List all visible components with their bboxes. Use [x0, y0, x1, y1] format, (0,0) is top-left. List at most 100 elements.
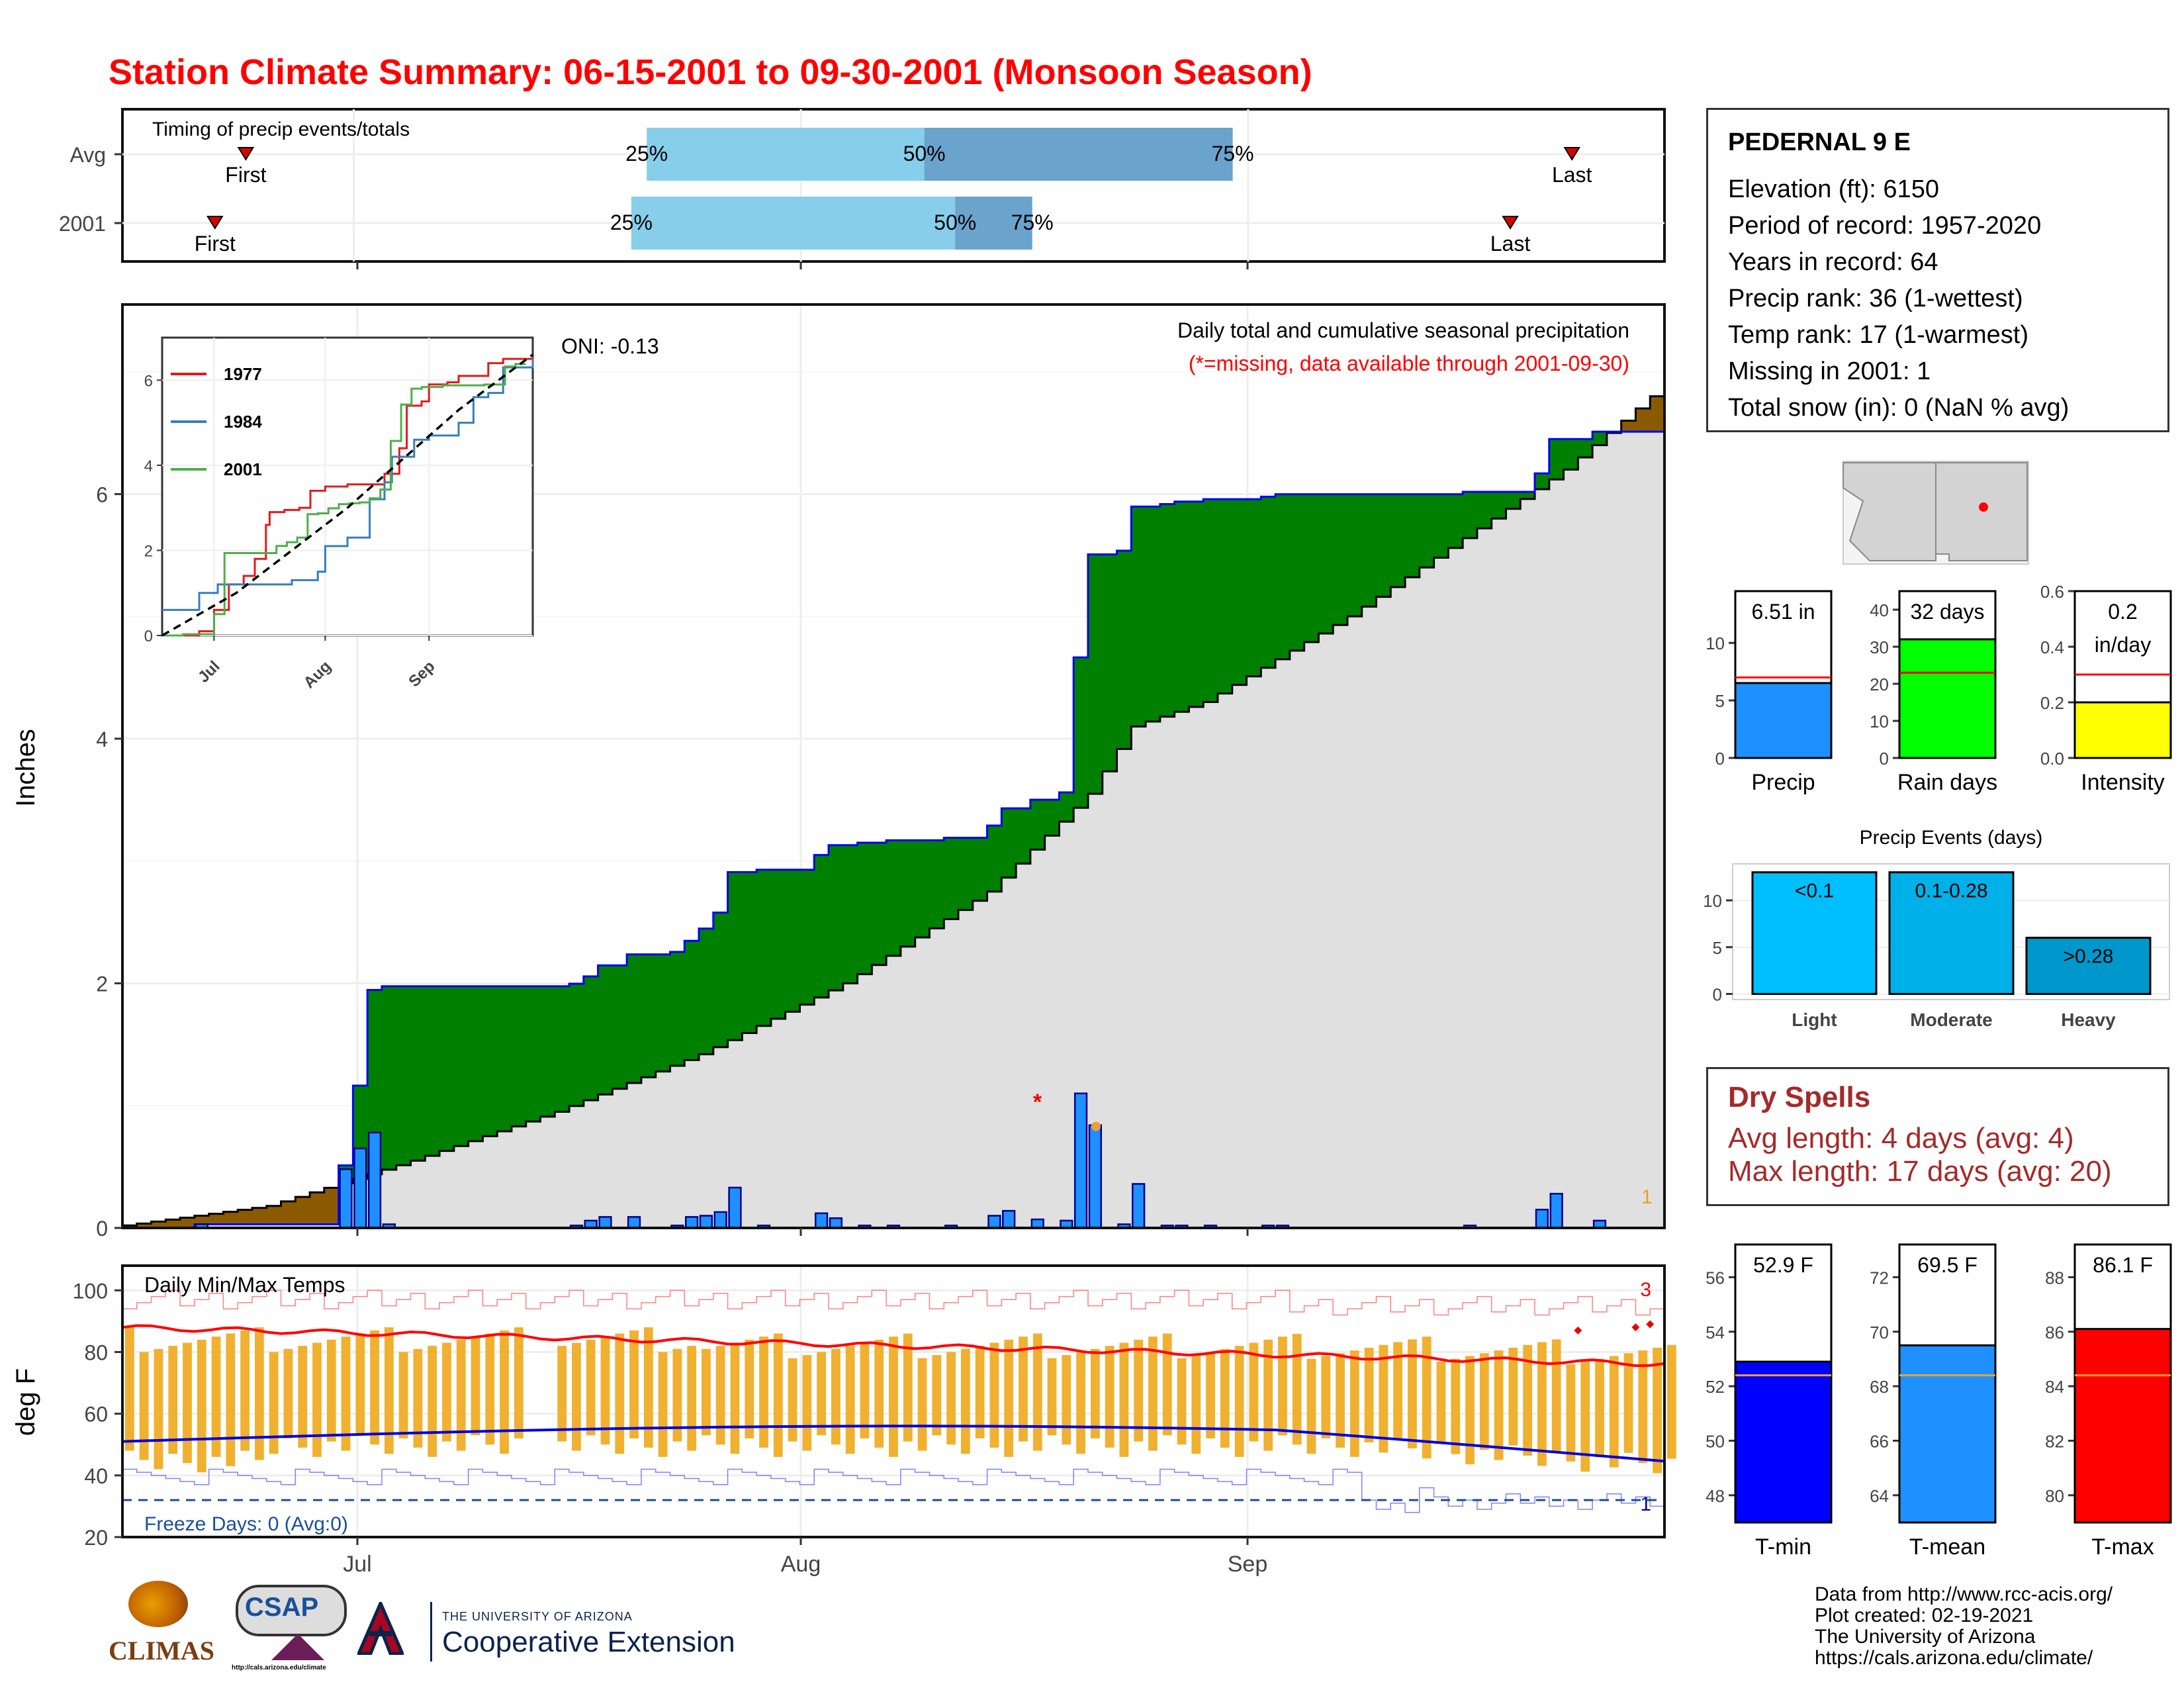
daily-temp-bar: [586, 1339, 596, 1436]
csap-url: http://cals.arizona.edu/climate: [232, 1664, 326, 1671]
inset-line-1977: [162, 356, 534, 637]
above-avg-area: [525, 986, 541, 1122]
daily-temp-bar: [1349, 1350, 1359, 1457]
daily-temp-bar: [283, 1348, 293, 1438]
intensity-mini-ytick-label: 0.0: [2040, 749, 2064, 769]
daily-temp-bar: [1566, 1364, 1576, 1462]
above-avg-area: [468, 986, 483, 1141]
daily-temp-bar: [1206, 1352, 1215, 1438]
inset-legend-label: 1977: [224, 364, 262, 384]
precip-caption-missing: (*=missing, data available through 2001-…: [1189, 352, 1629, 375]
above-avg-area: [1073, 657, 1089, 808]
daily-temp-bar: [1177, 1358, 1187, 1445]
above-avg-area: [453, 986, 469, 1147]
daily-temp-bar: [629, 1330, 639, 1438]
daily-temp-bar: [326, 1339, 336, 1442]
daily-temp-bar: [557, 1346, 567, 1442]
station-name: PEDERNAL 9 E: [1728, 128, 1911, 156]
above-avg-area: [1333, 494, 1348, 626]
inset-ytick-label: 4: [144, 457, 153, 475]
above-avg-area: [1433, 494, 1449, 558]
daily-temp-bar: [860, 1342, 870, 1438]
above-avg-area: [1016, 808, 1031, 864]
above-avg-area: [497, 986, 512, 1132]
daily-precip-bar: [353, 1147, 367, 1229]
raindays-mini-ytick-label: 30: [1870, 637, 1889, 657]
precip-ytick-label: 2: [96, 972, 108, 996]
daily-precip-bar: [367, 1131, 382, 1229]
record-high-marker-icon: [1631, 1323, 1640, 1332]
above-avg-area: [799, 869, 815, 1005]
daily-temp-bar: [1090, 1348, 1100, 1438]
tmean-mini-ytick-label: 64: [1870, 1486, 1889, 1506]
above-avg-area: [742, 872, 757, 1033]
above-avg-area: [944, 837, 959, 919]
station-stat: Temp rank: 17 (1-warmest): [1728, 321, 2029, 349]
station-stat: Years in record: 64: [1728, 248, 1938, 276]
above-avg-area: [756, 869, 772, 1026]
daily-temp-bar: [1494, 1350, 1504, 1460]
below-avg-area: [281, 1201, 296, 1225]
daily-temp-bar: [1004, 1339, 1014, 1457]
record-low-line: [122, 1468, 1665, 1516]
footer-credits: Data from http://www.rcc-acis.org/ Plot …: [1815, 1584, 2113, 1669]
timing-p75-label: 75%: [1011, 211, 1054, 234]
daily-temp-bar: [1523, 1344, 1533, 1456]
above-avg-area: [1059, 792, 1074, 822]
daily-temp-bar: [889, 1336, 898, 1457]
station-stat: Missing in 2001: 1: [1728, 357, 1931, 385]
below-avg-area: [238, 1209, 253, 1225]
station-lines: Elevation (ft): 6150 Period of record: 19…: [1728, 171, 2148, 426]
precip-mini-ytick-label: 5: [1715, 691, 1725, 711]
above-avg-area: [1535, 473, 1550, 489]
tmean-mini-bar: [1898, 1344, 1997, 1524]
daily-temp-bar: [1508, 1347, 1518, 1446]
ua-divider: [430, 1602, 432, 1662]
above-avg-area: [555, 986, 570, 1112]
above-avg-area: [1491, 491, 1506, 519]
daily-temp-bar: [730, 1342, 740, 1454]
station-stat: Precip rank: 36 (1-wettest): [1728, 285, 2023, 312]
timing-bar-q1: [647, 128, 925, 181]
above-avg-area: [1405, 494, 1420, 578]
precip-mini-bar: [1734, 682, 1833, 759]
below-avg-area: [251, 1207, 267, 1225]
daily-temp-bar: [1580, 1361, 1590, 1472]
raindays-mini-bar: [1898, 638, 1997, 759]
daily-temp-bar: [1191, 1355, 1201, 1454]
daily-temp-bar: [1220, 1348, 1230, 1448]
footer-line: Plot created: 02-19-2021: [1815, 1605, 2034, 1626]
daily-precip-bar: [627, 1216, 641, 1229]
timing-p50-label: 50%: [934, 211, 976, 234]
raindays-mini-ytick-label: 20: [1870, 675, 1889, 694]
above-avg-area: [900, 840, 916, 947]
tmean-mini-category-label: T-mean: [1909, 1534, 1985, 1560]
intensity-mini-value-label: 0.2: [2108, 600, 2137, 624]
daily-temp-bar: [154, 1348, 163, 1470]
above-avg-area: [1087, 554, 1103, 794]
ua-a-icon: [356, 1599, 405, 1656]
record-high-line: [122, 1289, 1665, 1316]
daily-temp-bar: [817, 1352, 827, 1436]
record-high-count: 3: [1640, 1279, 1651, 1301]
page-title: Station Climate Summary: 06-15-2001 to 0…: [109, 52, 1312, 92]
daily-temp-bar: [442, 1342, 451, 1442]
dry-spells-panel: Dry Spells Avg length: 4 days (avg: 4) M…: [1706, 1067, 2169, 1206]
daily-temp-bar: [341, 1336, 351, 1451]
events-category-label: Moderate: [1910, 1009, 1992, 1030]
tmean-mini-value-label: 69.5 F: [1917, 1253, 1978, 1277]
above-avg-area: [842, 845, 858, 984]
above-avg-area: [713, 912, 729, 1047]
below-avg-area: [310, 1192, 325, 1225]
above-avg-area: [1044, 800, 1060, 836]
events-bar-label: 0.1-0.28: [1915, 880, 1987, 902]
daily-temp-bar: [298, 1346, 308, 1448]
daily-temp-bar: [1019, 1336, 1028, 1442]
events-ytick-label: 5: [1713, 938, 1722, 958]
daily-temp-bar: [240, 1330, 250, 1451]
missing-dot: [1091, 1121, 1101, 1131]
tmean-mini-ytick-label: 70: [1870, 1323, 1889, 1342]
daily-temp-bar: [1249, 1342, 1259, 1442]
above-avg-area: [929, 840, 944, 929]
daily-precip-bar: [1073, 1092, 1088, 1229]
